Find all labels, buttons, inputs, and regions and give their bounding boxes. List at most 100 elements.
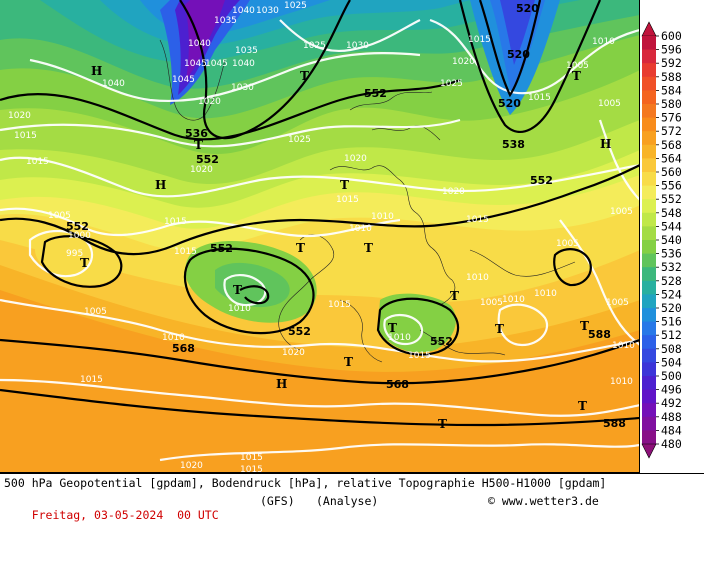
pressure-label: 1035 <box>235 46 258 56</box>
low-marker: T <box>340 178 349 192</box>
legend-level-label: 504 <box>661 355 682 369</box>
pressure-label: 1020 <box>190 165 213 175</box>
pressure-label: 1025 <box>303 41 326 51</box>
legend-level-label: 480 <box>661 437 682 451</box>
legend-level-label: 528 <box>661 274 682 288</box>
legend-swatch <box>642 36 656 51</box>
pressure-label: 1045 <box>184 59 207 69</box>
pressure-label: 1010 <box>349 224 372 234</box>
legend-arrow-bottom <box>641 443 657 459</box>
pressure-label: 1010 <box>592 37 615 47</box>
pressure-label: 1010 <box>162 333 185 343</box>
high-marker: H <box>155 178 166 192</box>
legend-swatch <box>642 335 656 350</box>
green-low-balkan <box>378 293 456 353</box>
low-marker: T <box>388 321 397 335</box>
low-marker: T <box>296 241 305 255</box>
legend-swatch <box>642 212 656 227</box>
geo-label: 588 <box>603 417 626 430</box>
low-marker: T <box>300 69 309 83</box>
footer-meta: Freitag, 03-05-2024 00 UTC (GFS) (Analys… <box>4 494 700 578</box>
copyright-icon: © <box>488 494 495 508</box>
green-cut-low-2 <box>215 262 290 308</box>
legend-swatch <box>642 362 656 377</box>
legend-level-label: 580 <box>661 97 682 111</box>
pressure-label: 1010 <box>612 341 635 351</box>
pressure-label: 1040 <box>232 6 255 16</box>
pressure-label: 1045 <box>172 75 195 85</box>
pressure-label: 1005 <box>556 239 579 249</box>
pressure-label: 1010 <box>502 295 525 305</box>
legend-level-label: 576 <box>661 111 682 125</box>
legend-swatch <box>642 348 656 363</box>
legend-level-label: 588 <box>661 70 682 84</box>
legend-level-label: 592 <box>661 56 682 70</box>
pressure-label: 1040 <box>188 39 211 49</box>
pressure-label: 1020 <box>442 187 465 197</box>
color-scale-legend: 600 596 592 588 584 580 576 572 568 564 560 556 552 5… <box>640 0 704 473</box>
geo-label: 552 <box>430 335 453 348</box>
legend-level-label: 560 <box>661 165 682 179</box>
pressure-label: 1020 <box>452 57 475 67</box>
legend-level-label: 564 <box>661 151 682 165</box>
legend-level-label: 496 <box>661 383 682 397</box>
pressure-label: 1010 <box>534 289 557 299</box>
pressure-label: 1020 <box>180 461 203 471</box>
pressure-label: 1010 <box>466 273 489 283</box>
pressure-centers: H H H H T T T T T T T T T T T T T T T <box>80 64 611 431</box>
legend-level-label: 556 <box>661 179 682 193</box>
pressure-label: 1015 <box>80 375 103 385</box>
legend-swatch <box>642 280 656 295</box>
pressure-label: 1020 <box>8 111 31 121</box>
pressure-label: 1000 <box>68 231 91 241</box>
pressure-label: 1035 <box>214 16 237 26</box>
pressure-label: 1025 <box>284 1 307 11</box>
geo-label: 588 <box>588 328 611 341</box>
brand-text: www.wetter3.de <box>501 494 599 508</box>
pressure-label: 1020 <box>282 348 305 358</box>
geo-label: 520 <box>507 48 530 61</box>
legend-swatch <box>642 131 656 146</box>
pressure-label: 1015 <box>336 195 359 205</box>
pressure-label: 1010 <box>610 377 633 387</box>
low-marker: T <box>80 256 89 270</box>
legend-level-label: 540 <box>661 233 682 247</box>
geo-label: 552 <box>364 87 387 100</box>
legend-swatch <box>642 403 656 418</box>
legend-swatch <box>642 376 656 391</box>
legend-swatch <box>642 253 656 268</box>
pressure-label: 1015 <box>240 453 263 463</box>
pressure-label: 1045 <box>205 59 228 69</box>
low-marker: T <box>233 283 242 297</box>
legend-swatch <box>642 199 656 214</box>
low-marker: T <box>344 355 353 369</box>
geo-label: 552 <box>210 242 233 255</box>
legend-level-label: 520 <box>661 301 682 315</box>
legend-level-label: 548 <box>661 206 682 220</box>
legend-level-label: 572 <box>661 124 682 138</box>
legend-swatch <box>642 76 656 91</box>
low-marker: T <box>364 241 373 255</box>
legend-level-label: 508 <box>661 342 682 356</box>
legend-level-label: 492 <box>661 396 682 410</box>
pressure-label: 1005 <box>48 211 71 221</box>
legend-level-label: 552 <box>661 192 682 206</box>
geo-label: 552 <box>530 174 553 187</box>
pressure-label: 1020 <box>344 154 367 164</box>
legend-level-label: 544 <box>661 219 682 233</box>
legend-swatch <box>642 63 656 78</box>
geo-label: 568 <box>172 342 195 355</box>
pressure-label: 1010 <box>388 333 411 343</box>
legend-level-label: 512 <box>661 328 682 342</box>
coastline-greenland <box>159 39 226 121</box>
high-marker: H <box>91 64 102 78</box>
pressure-label: 1010 <box>371 212 394 222</box>
legend-swatch <box>642 267 656 282</box>
legend-level-label: 484 <box>661 423 682 437</box>
legend-swatch <box>642 416 656 431</box>
low-marker: T <box>438 417 447 431</box>
pressure-labels: 1040 1035 1030 1025 1025 1030 1040 1045 … <box>8 1 635 472</box>
pressure-label: 1015 <box>174 247 197 257</box>
pressure-label: 1015 <box>466 215 489 225</box>
legend-swatch <box>642 321 656 336</box>
